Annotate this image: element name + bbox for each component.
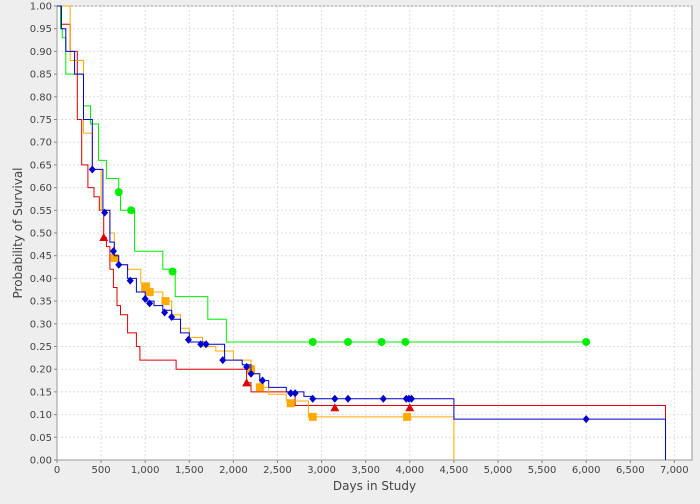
- data-point: [161, 297, 170, 306]
- data-point: [582, 415, 590, 424]
- data-point: [408, 394, 416, 403]
- y-tick-label: 0.00: [30, 456, 52, 467]
- data-point: [109, 247, 117, 256]
- data-point: [291, 389, 299, 398]
- data-point: [141, 283, 150, 292]
- data-point: [308, 337, 317, 346]
- y-tick-label: 0.60: [30, 183, 52, 194]
- y-tick-label: 0.40: [30, 274, 52, 285]
- data-point: [247, 369, 255, 378]
- x-tick-label: 2,000: [219, 465, 248, 476]
- data-point: [110, 253, 119, 262]
- y-tick-label: 0.95: [30, 24, 52, 35]
- data-point: [141, 294, 149, 303]
- data-point: [88, 165, 96, 174]
- y-tick-label: 0.75: [30, 115, 52, 126]
- series-layer: [57, 5, 666, 460]
- data-point: [401, 337, 410, 346]
- data-point: [168, 312, 176, 321]
- data-point: [405, 403, 415, 412]
- y-tick-label: 0.30: [30, 319, 52, 330]
- y-tick-label: 0.25: [30, 342, 52, 353]
- series-3: [57, 5, 455, 460]
- data-point: [145, 288, 154, 297]
- x-tick-label: 3,000: [307, 465, 336, 476]
- series-line: [57, 5, 587, 343]
- x-tick-label: 500: [92, 465, 111, 476]
- data-point: [330, 403, 340, 412]
- y-tick-label: 0.70: [30, 138, 52, 149]
- y-tick-label: 0.15: [30, 387, 52, 398]
- data-point: [99, 233, 109, 242]
- data-point: [331, 394, 339, 403]
- y-tick-label: 0.90: [30, 47, 52, 58]
- data-point: [308, 412, 317, 421]
- data-point: [168, 267, 177, 276]
- data-point: [344, 394, 352, 403]
- y-tick-label: 0.10: [30, 410, 52, 421]
- y-tick-label: 0.85: [30, 70, 52, 81]
- data-point: [344, 337, 353, 346]
- y-tick-label: 0.20: [30, 365, 52, 376]
- x-tick-label: 5,500: [528, 465, 557, 476]
- x-tick-label: 1,500: [175, 465, 204, 476]
- data-point: [114, 188, 123, 197]
- data-point: [258, 376, 266, 385]
- data-point: [126, 276, 134, 285]
- series-1: [57, 5, 591, 346]
- y-tick-label: 0.05: [30, 433, 52, 444]
- x-tick-label: 6,000: [572, 465, 601, 476]
- data-point: [101, 208, 109, 217]
- data-point: [403, 412, 412, 421]
- x-tick-label: 6,500: [616, 465, 645, 476]
- x-tick-label: 1,000: [131, 465, 160, 476]
- data-point: [309, 394, 317, 403]
- y-tick-label: 0.65: [30, 160, 52, 171]
- axes: 0 500 1,000 1,500 2,000 2,500 3,000 3,500 4,000 4…: [30, 2, 689, 477]
- x-axis-title: Days in Study: [333, 479, 416, 493]
- data-point: [377, 337, 386, 346]
- data-point: [115, 260, 123, 269]
- x-tick-label: 0: [54, 465, 60, 476]
- data-point: [582, 337, 591, 346]
- x-tick-label: 4,000: [395, 465, 424, 476]
- data-point: [161, 308, 169, 317]
- data-point: [243, 362, 251, 371]
- data-point: [146, 299, 154, 308]
- x-tick-label: 4,500: [440, 465, 469, 476]
- y-tick-label: 0.80: [30, 92, 52, 103]
- y-tick-label: 0.55: [30, 206, 52, 217]
- data-point: [127, 206, 136, 215]
- series-line: [57, 5, 666, 460]
- x-tick-label: 3,500: [351, 465, 380, 476]
- x-tick-label: 2,500: [263, 465, 292, 476]
- data-point: [379, 394, 387, 403]
- data-point: [219, 356, 227, 365]
- data-point: [255, 383, 264, 392]
- data-point: [184, 335, 192, 344]
- data-point: [202, 340, 210, 349]
- y-tick-label: 0.50: [30, 229, 52, 240]
- y-tick-label: 0.45: [30, 251, 52, 262]
- y-tick-label: 1.00: [30, 2, 52, 13]
- series-4: [57, 5, 666, 460]
- x-tick-label: 7,000: [660, 465, 689, 476]
- x-tick-label: 5,000: [484, 465, 513, 476]
- series-2: [57, 5, 666, 460]
- data-point: [242, 378, 252, 387]
- y-axis-title: Probability of Survival: [11, 167, 25, 298]
- data-point: [287, 389, 295, 398]
- y-tick-label: 0.35: [30, 297, 52, 308]
- data-point: [197, 340, 205, 349]
- data-point: [286, 399, 295, 408]
